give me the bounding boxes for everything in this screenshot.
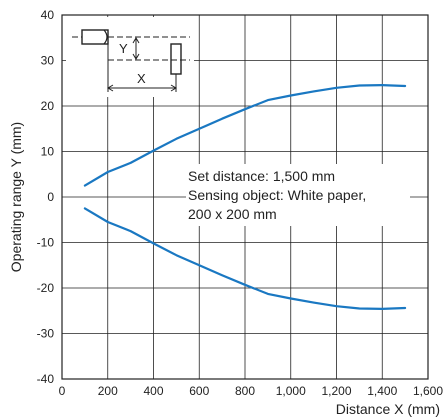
x-tick-label: 1,200 [321,384,351,398]
x-tick-label: 800 [235,384,255,398]
annotation-line-3: 200 x 200 mm [188,206,277,222]
inset-x-arrowhead-left [107,84,114,92]
annotation-line-2: Sensing object: White paper, [188,187,366,203]
x-tick-label: 600 [189,384,209,398]
upper-boundary-line [83,83,407,187]
series-lines [83,83,407,310]
x-tick-label: 1,600 [413,384,443,398]
y-tick-label: -30 [37,327,55,341]
annotation-background [186,164,410,226]
y-tick-label: 10 [41,145,55,159]
x-tick-label: 0 [59,384,66,398]
y-tick-label: 20 [41,99,55,113]
y-tick-label: 40 [41,8,55,22]
inset-sensor-body [81,29,109,45]
tick-labels: 0 200 400 600 800 1,000 1,200 1,400 1,600 40 30 20 1… [37,8,443,398]
y-tick-label: 30 [41,54,55,68]
inset-y-label: Y [119,41,128,56]
annotation-line-1: Set distance: 1,500 mm [188,168,335,184]
inset-sensor-lens [103,29,108,45]
y-tick-label: 0 [47,190,54,204]
y-tick-label: -40 [37,372,55,386]
inset-y-arrowhead-top [132,37,140,44]
x-tick-label: 1,400 [367,384,397,398]
x-tick-label: 1,000 [276,384,306,398]
x-axis-title: Distance X (mm) [336,401,440,417]
y-axis-title: Operating range Y (mm) [8,122,24,272]
plot-frame [61,14,429,380]
inset-x-arrowhead-right [170,84,177,92]
lower-boundary-line [83,207,407,310]
inset-x-label: X [137,71,146,86]
y-tick-label: -20 [37,281,55,295]
x-tick-label: 400 [143,384,163,398]
y-tick-label: -10 [37,236,55,250]
inset-target [170,43,182,75]
inset-y-arrowhead-bottom [132,53,140,60]
inset-diagram: Y X [66,17,194,97]
x-tick-label: 200 [98,384,118,398]
